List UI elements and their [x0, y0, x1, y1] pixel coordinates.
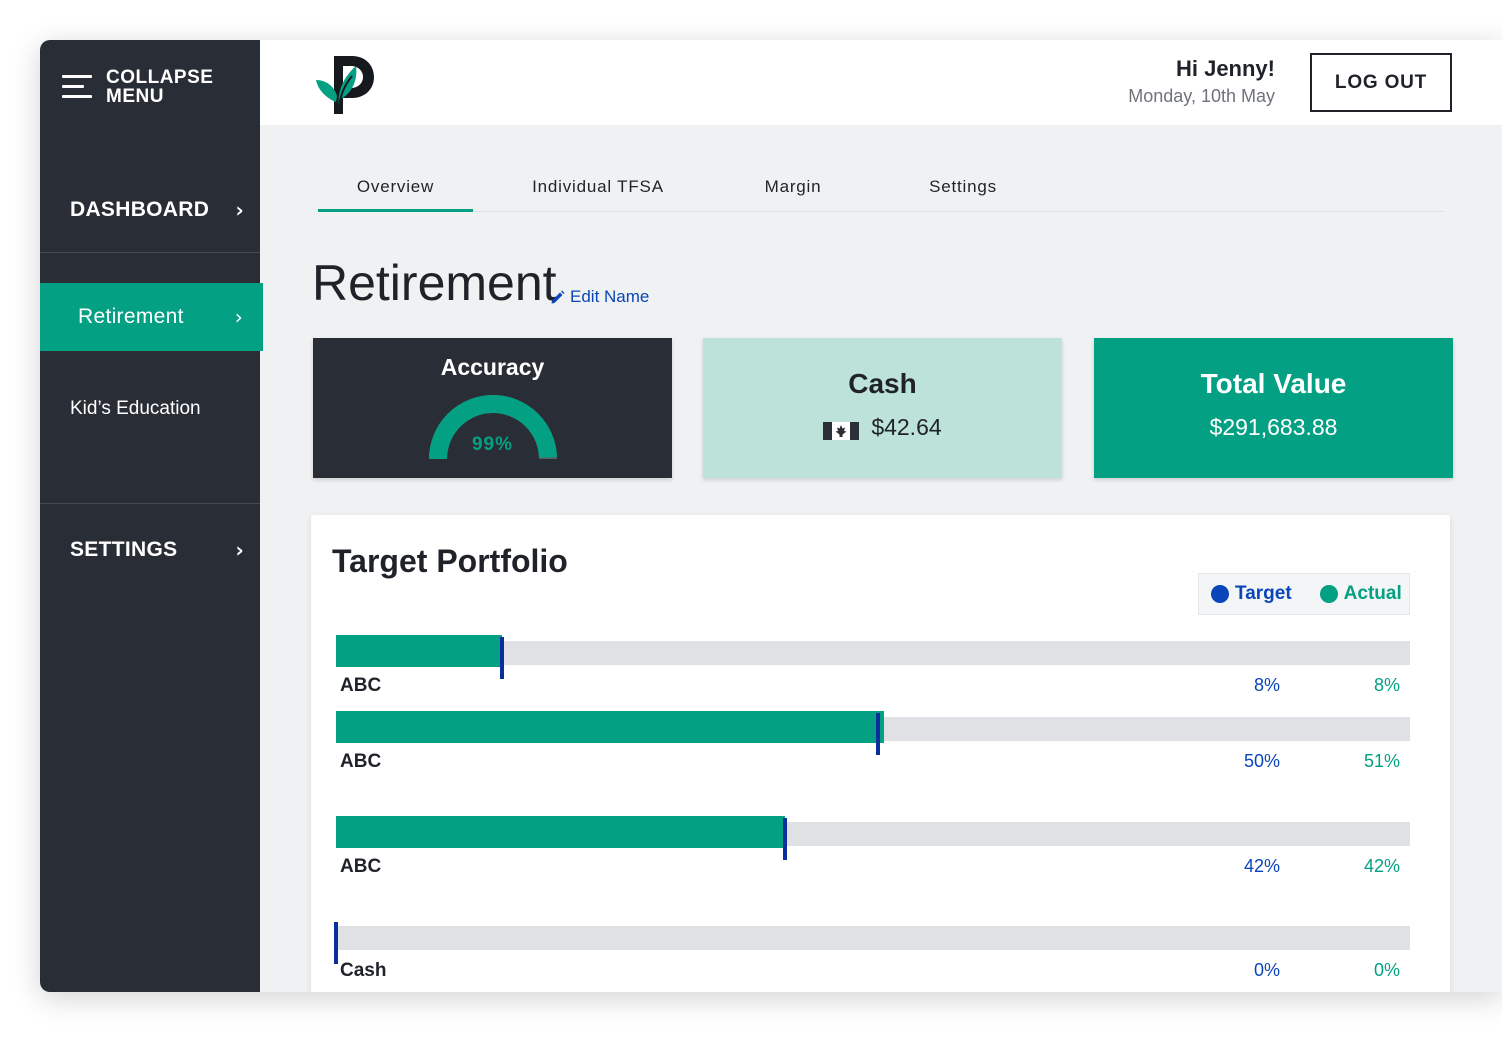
target-allocation-marker — [782, 818, 787, 860]
actual-allocation-bar — [336, 635, 503, 667]
total-value-card: Total Value $291,683.88 — [1094, 338, 1453, 478]
edit-name-label: Edit Name — [570, 287, 650, 306]
chevron-right-icon: › — [234, 305, 243, 329]
accuracy-value: 99% — [471, 434, 514, 455]
target-allocation-marker — [334, 922, 338, 964]
allocation-track — [334, 922, 1410, 964]
sidebar-item-kids-education[interactable]: Kid’s Education — [40, 385, 260, 433]
total-value-amount: $291,683.88 — [1209, 414, 1338, 440]
hamburger-icon — [62, 72, 92, 102]
edit-name-link[interactable]: Edit Name — [550, 287, 649, 307]
actual-allocation-bar — [336, 816, 785, 848]
cash-row: $42.64 — [703, 414, 1062, 441]
canada-flag-icon — [823, 419, 860, 440]
target-percent: 50% — [1243, 751, 1280, 771]
target-dot-icon — [1211, 585, 1229, 603]
actual-percent: 42% — [1363, 856, 1400, 876]
cash-title: Cash — [848, 368, 917, 399]
sidebar: COLLAPSE MENU DASHBOARD › Retirement › K… — [40, 40, 263, 992]
accuracy-title: Accuracy — [440, 354, 545, 380]
allocation-row: ABC 8% 8% — [336, 635, 1410, 705]
account-tabs: Overview Individual TFSA Margin Settings — [318, 170, 1444, 212]
page-title: Retirement — [312, 255, 557, 311]
actual-percent: 8% — [1373, 675, 1400, 695]
user-greeting: Hi Jenny! Monday, 10th May — [1128, 56, 1275, 107]
holding-label: ABC — [340, 856, 382, 877]
portfolio-legend: Target Actual — [1198, 573, 1410, 615]
legend-target: Target — [1211, 583, 1292, 605]
target-percent: 8% — [1253, 675, 1280, 695]
tab-overview[interactable]: Overview — [318, 170, 473, 212]
target-portfolio-panel: Target Portfolio Target Actual ABC 8% 8% AB… — [311, 515, 1450, 992]
cash-value: $42.64 — [871, 414, 942, 440]
collapse-menu-label: COLLAPSE MENU — [106, 67, 214, 107]
allocation-row: Cash 0% 0% — [334, 920, 1410, 990]
allocation-track — [336, 635, 1410, 679]
sidebar-item-dashboard[interactable]: DASHBOARD › — [40, 180, 260, 240]
holding-label: Cash — [340, 960, 387, 981]
portfolio-title: Target Portfolio — [332, 543, 568, 579]
sidebar-item-label: DASHBOARD — [70, 198, 210, 221]
greeting-text: Hi Jenny! — [1175, 56, 1275, 81]
collapse-menu-button[interactable]: COLLAPSE MENU — [62, 68, 216, 106]
sidebar-item-label: SETTINGS — [70, 538, 178, 561]
legend-actual: Actual — [1319, 583, 1402, 605]
sidebar-divider — [40, 503, 260, 504]
actual-allocation-bar — [336, 711, 884, 743]
total-value-title: Total Value — [1200, 368, 1347, 399]
accuracy-gauge — [429, 395, 557, 460]
allocation-row: ABC 50% 51% — [336, 711, 1410, 781]
tab-settings[interactable]: Settings — [929, 177, 997, 196]
holding-label: ABC — [340, 675, 382, 696]
legend-target-label: Target — [1235, 583, 1292, 604]
logout-button[interactable]: LOG OUT — [1310, 53, 1452, 112]
target-allocation-marker — [500, 637, 505, 679]
sprout-p-logo-icon[interactable] — [312, 52, 374, 118]
target-allocation-marker — [876, 713, 881, 755]
sidebar-item-label: Kid’s Education — [70, 398, 201, 419]
legend-actual-label: Actual — [1343, 583, 1402, 604]
allocation-track — [336, 711, 1410, 755]
allocation-track — [336, 816, 1410, 860]
top-header: Hi Jenny! Monday, 10th May LOG OUT — [260, 40, 1502, 125]
allocation-row: ABC 42% 42% — [336, 816, 1410, 886]
app-window: COLLAPSE MENU DASHBOARD › Retirement › K… — [40, 40, 1502, 992]
pencil-icon — [551, 290, 565, 303]
target-percent: 42% — [1243, 856, 1280, 876]
chevron-right-icon: › — [235, 198, 244, 222]
tab-individual-tfsa[interactable]: Individual TFSA — [532, 177, 664, 196]
accuracy-card: Accuracy 99% — [313, 338, 672, 478]
actual-percent: 51% — [1363, 751, 1400, 771]
chevron-right-icon: › — [235, 538, 244, 562]
cash-card: Cash $42.64 — [703, 338, 1062, 478]
holding-label: ABC — [340, 751, 382, 772]
actual-dot-icon — [1319, 585, 1338, 603]
sidebar-divider — [40, 252, 260, 253]
actual-percent: 0% — [1373, 960, 1400, 980]
current-date: Monday, 10th May — [1128, 86, 1275, 106]
sidebar-item-settings[interactable]: SETTINGS › — [40, 520, 260, 580]
sidebar-item-retirement[interactable]: Retirement › — [40, 283, 263, 351]
target-percent: 0% — [1253, 960, 1280, 980]
sidebar-item-label: Retirement — [78, 305, 184, 328]
tab-margin[interactable]: Margin — [764, 177, 822, 196]
